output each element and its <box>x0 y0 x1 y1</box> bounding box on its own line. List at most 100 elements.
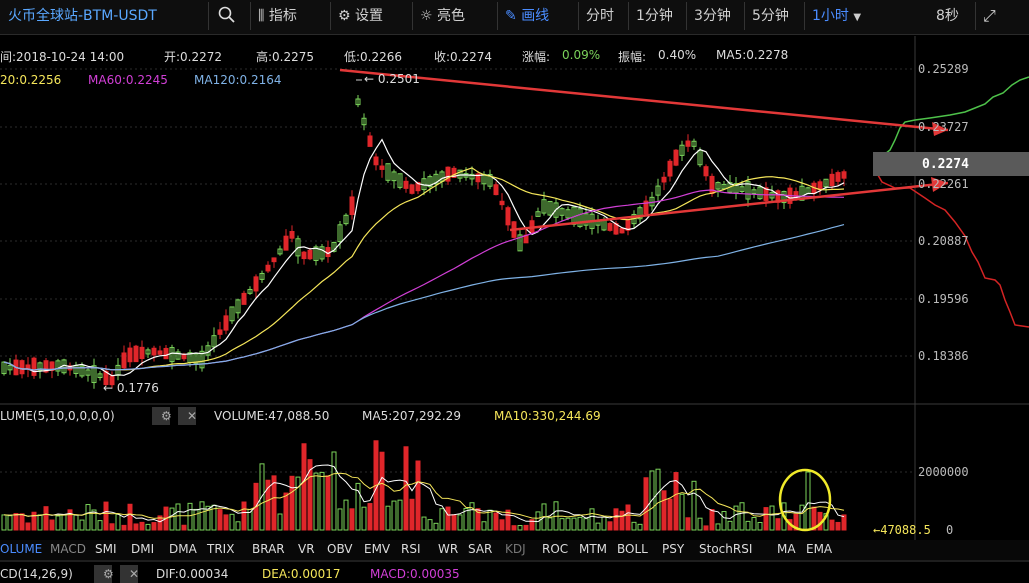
tab-dmi[interactable]: DMI <box>131 542 155 556</box>
candle-body <box>85 369 91 376</box>
ma20-line <box>3 167 845 371</box>
volume-bar <box>697 517 703 531</box>
volume-bar <box>415 460 421 531</box>
candle-body <box>667 160 673 177</box>
tab-boll[interactable]: BOLL <box>617 542 648 556</box>
volume-bar <box>505 509 511 531</box>
volume-settings-button[interactable]: ⚙ <box>152 407 172 425</box>
indicators-button[interactable]: ⫼ 指标 <box>250 2 304 30</box>
tab-psy[interactable]: PSY <box>662 542 685 556</box>
draw-button[interactable]: ✎ 画线 <box>497 2 556 30</box>
candle-body <box>391 171 397 182</box>
volume-bar <box>631 521 637 531</box>
volume-bar <box>751 516 757 531</box>
tab-smi[interactable]: SMI <box>95 542 117 556</box>
volume-bar <box>295 476 301 531</box>
tab-macd[interactable]: MACD <box>50 542 86 556</box>
fullscreen-button[interactable]: ⤢ <box>975 2 1018 30</box>
candle-body <box>259 272 265 280</box>
volume-bar <box>781 502 787 531</box>
search-icon <box>218 6 235 23</box>
volume-bar <box>643 477 649 531</box>
tab-ma[interactable]: MA <box>777 542 796 556</box>
candle-body <box>127 347 133 363</box>
tab-vr[interactable]: VR <box>298 542 315 556</box>
macd-close-button[interactable]: ✕ <box>120 565 139 583</box>
timeframe-5m[interactable]: 5分钟 <box>744 2 796 30</box>
volume-bar <box>367 503 373 531</box>
timeframe-3m[interactable]: 3分钟 <box>686 2 738 30</box>
tab-sar[interactable]: SAR <box>468 542 493 556</box>
candle-body <box>619 228 625 234</box>
volume-bar <box>175 503 181 531</box>
candle-body <box>643 200 649 215</box>
indicators-label: 指标 <box>268 8 297 24</box>
toolbar: 火币全球站-BTM-USDT ⫼ 指标 ⚙ 设置 ☼ 亮色 ✎ 画线 分时 1分… <box>0 0 1029 35</box>
candle-body <box>223 315 229 331</box>
tab-stochrsi[interactable]: StochRSI <box>699 542 753 556</box>
volume-bar <box>325 475 331 531</box>
low-price-marker: ← 0.1776 <box>103 381 159 395</box>
timeframe-1h-dropdown[interactable]: 1小时 ▼ <box>804 2 868 30</box>
timeframe-1m[interactable]: 1分钟 <box>628 2 680 30</box>
tab-trix[interactable]: TRIX <box>207 542 235 556</box>
tab-obv[interactable]: OBV <box>327 542 353 556</box>
trendline-upper[interactable] <box>339 68 949 132</box>
volume-bar <box>379 451 385 531</box>
volume-close-button[interactable]: ✕ <box>178 407 198 425</box>
candle-body <box>781 190 787 204</box>
candle-body <box>43 360 49 373</box>
trendline-lower[interactable] <box>509 181 949 232</box>
candle-body <box>91 365 97 384</box>
volume-bar <box>769 505 775 531</box>
candle-body <box>763 187 769 201</box>
candle-body <box>751 189 757 194</box>
macd-dea: DEA:0.00017 <box>262 567 341 581</box>
tab-rsi[interactable]: RSI <box>401 542 421 556</box>
ohlc-info-bar: 间:2018-10-24 14:00 开:0.2272 高:0.2275 低:0… <box>0 46 915 66</box>
candle-body <box>343 214 349 225</box>
volume-bar <box>469 502 475 531</box>
candle-body <box>583 213 589 226</box>
theme-button[interactable]: ☼ 亮色 <box>412 2 472 30</box>
settings-label: 设置 <box>355 8 384 24</box>
volume-bar <box>55 515 61 531</box>
tab-ema[interactable]: EMA <box>806 542 833 556</box>
tab-wr[interactable]: WR <box>438 542 459 556</box>
tab-dma[interactable]: DMA <box>169 542 197 556</box>
gear-icon: ⚙ <box>103 567 114 581</box>
candle-body <box>313 246 319 262</box>
volume-bar <box>7 515 13 531</box>
tab-emv[interactable]: EMV <box>364 542 391 556</box>
volume-bar <box>343 499 349 531</box>
volume-bar <box>691 480 697 531</box>
volume-bar <box>739 502 745 531</box>
timeframe-tick[interactable]: 分时 <box>578 2 621 30</box>
candle-body <box>349 196 355 216</box>
tab-roc[interactable]: ROC <box>542 542 569 556</box>
volume-bar <box>241 501 247 531</box>
info-amp-value: 0.40% <box>658 48 697 62</box>
tab-mtm[interactable]: MTM <box>579 542 608 556</box>
volume-bar <box>799 504 805 531</box>
tab-volume[interactable]: OLUME <box>0 542 43 556</box>
settings-button[interactable]: ⚙ 设置 <box>330 2 390 30</box>
search-button[interactable] <box>208 2 249 30</box>
macd-settings-button[interactable]: ⚙ <box>94 565 114 583</box>
volume-bar <box>523 524 529 531</box>
tab-kdj[interactable]: KDJ <box>505 542 526 556</box>
volume-tick-0: 0 <box>946 523 954 537</box>
pair-title: 火币全球站-BTM-USDT <box>8 8 157 24</box>
volume-value: VOLUME:47,088.50 <box>214 409 330 423</box>
price-tick-1: 0.23727 <box>918 120 969 134</box>
price-tick-2: 0.22261 <box>918 177 969 191</box>
high-price-marker: ← 0.2501 <box>364 72 420 86</box>
tab-brar[interactable]: BRAR <box>252 542 285 556</box>
volume-bar <box>337 508 343 531</box>
candle-body <box>151 347 157 356</box>
volume-ma-lines <box>3 464 845 523</box>
close-icon: ✕ <box>187 409 198 423</box>
volume-bar <box>733 505 739 531</box>
candle-body <box>157 350 163 355</box>
